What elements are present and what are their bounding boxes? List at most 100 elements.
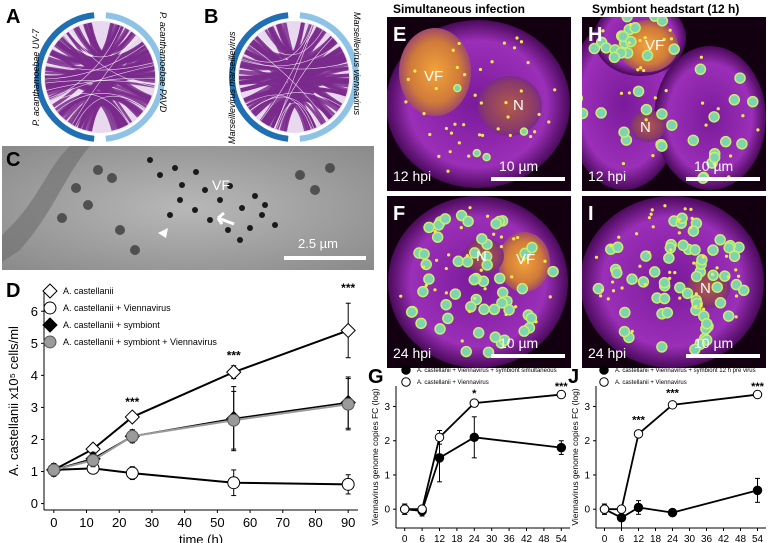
panel-letter-b: B [204,6,218,28]
virion [473,296,477,301]
symbiont [664,242,677,254]
virion [502,41,506,45]
symbiont [656,17,669,27]
x-tick-label: 18 [451,534,463,543]
symbiont [656,140,668,152]
symbiont [476,233,488,245]
x-tick-label: 24 [667,534,679,543]
virion [617,235,621,239]
data-point [752,485,763,496]
virion [650,208,654,212]
virion [663,204,667,208]
virion [689,225,693,230]
virion [699,55,703,59]
legend-label: A. castellanii + Viennavirus [417,380,489,386]
data-point [341,397,355,411]
significance-label: * [472,388,477,400]
virion [677,217,682,221]
symbiont [519,127,529,136]
dense-particle [93,165,103,175]
circos-b-chord [248,22,305,110]
symbiont [728,94,741,106]
micrograph-e: E VF N 12 hpi 10 µm [387,17,571,191]
circos-b-chord-light [241,44,339,67]
virion [512,237,516,241]
virion [701,255,705,259]
virion [694,304,698,308]
symbiont [687,134,700,147]
symbiont [418,248,430,260]
arrow-marker [216,211,235,226]
symbiont [516,282,529,295]
virion [514,305,518,309]
panel-j: J 0123061218243036424854time (h)Viennavi… [568,365,766,543]
symbiont [423,221,435,234]
dense-particle [107,173,117,183]
virion [522,258,526,262]
x-tick-label: 6 [419,534,425,543]
virion [548,295,552,299]
circos-b-chord [270,78,349,128]
structure-label: VF [516,251,535,268]
dense-particle [130,245,140,255]
y-axis-label: Viennavirus genome copies FC (log) [570,388,580,525]
x-tick-label: 70 [276,515,290,530]
symbiont [493,272,506,285]
scale-label: 10 µm [499,158,538,174]
data-point [556,389,567,400]
virion [647,216,652,220]
circos-b-chord [253,46,342,117]
nucleus [630,110,666,142]
x-tick-label: 40 [177,515,191,530]
virion [428,132,432,137]
virion [553,88,557,92]
symbiont [618,126,630,138]
arrowhead-marker [158,228,168,238]
symbiont [595,107,607,119]
virion [683,207,687,211]
scale-label: 10 µm [499,335,538,351]
x-tick-label: 30 [145,515,159,530]
virion [519,89,523,93]
virion [453,122,457,126]
x-tick-label: 48 [735,534,747,543]
scale-bar [491,177,565,181]
data-point [227,476,241,490]
structure-label: N [700,280,711,297]
circos-a-chord-light [46,77,155,91]
virion [647,250,651,255]
data-point [599,377,609,387]
symbiont [728,250,741,263]
virion [446,169,450,173]
virion [609,244,613,248]
dense-particle [193,169,199,175]
panel-g: G 0123061218243036424854time (h)Viennavi… [368,365,570,543]
legend-label: A. castellanii + symbiont [63,320,160,330]
virion [406,77,410,81]
chart-g: 0123061218243036424854time (h)Viennaviru… [370,365,570,543]
symbiont [690,270,703,283]
x-tick-label: 24 [469,534,481,543]
nucleus [478,76,542,136]
symbiont [405,306,418,318]
virion [499,235,504,239]
dense-particle [237,237,243,243]
virion [668,270,672,274]
circos-a-left-label: P. acanthamoebae UV-7 [31,28,41,126]
timepoint-label: 24 hpi [588,345,626,361]
data-point [226,364,242,380]
virion [451,48,455,52]
circos-b-chord [240,57,347,93]
virion [516,235,520,240]
symbiont [468,247,481,259]
data-point [599,504,610,514]
symbiont [608,51,621,64]
circos-a-chord-light [51,93,129,125]
dense-particle [227,183,233,189]
symbiont [714,234,726,246]
virion [459,226,463,230]
virion [473,93,477,97]
circos-a-chord [47,32,136,96]
data-point [752,389,763,400]
data-point [633,429,644,439]
